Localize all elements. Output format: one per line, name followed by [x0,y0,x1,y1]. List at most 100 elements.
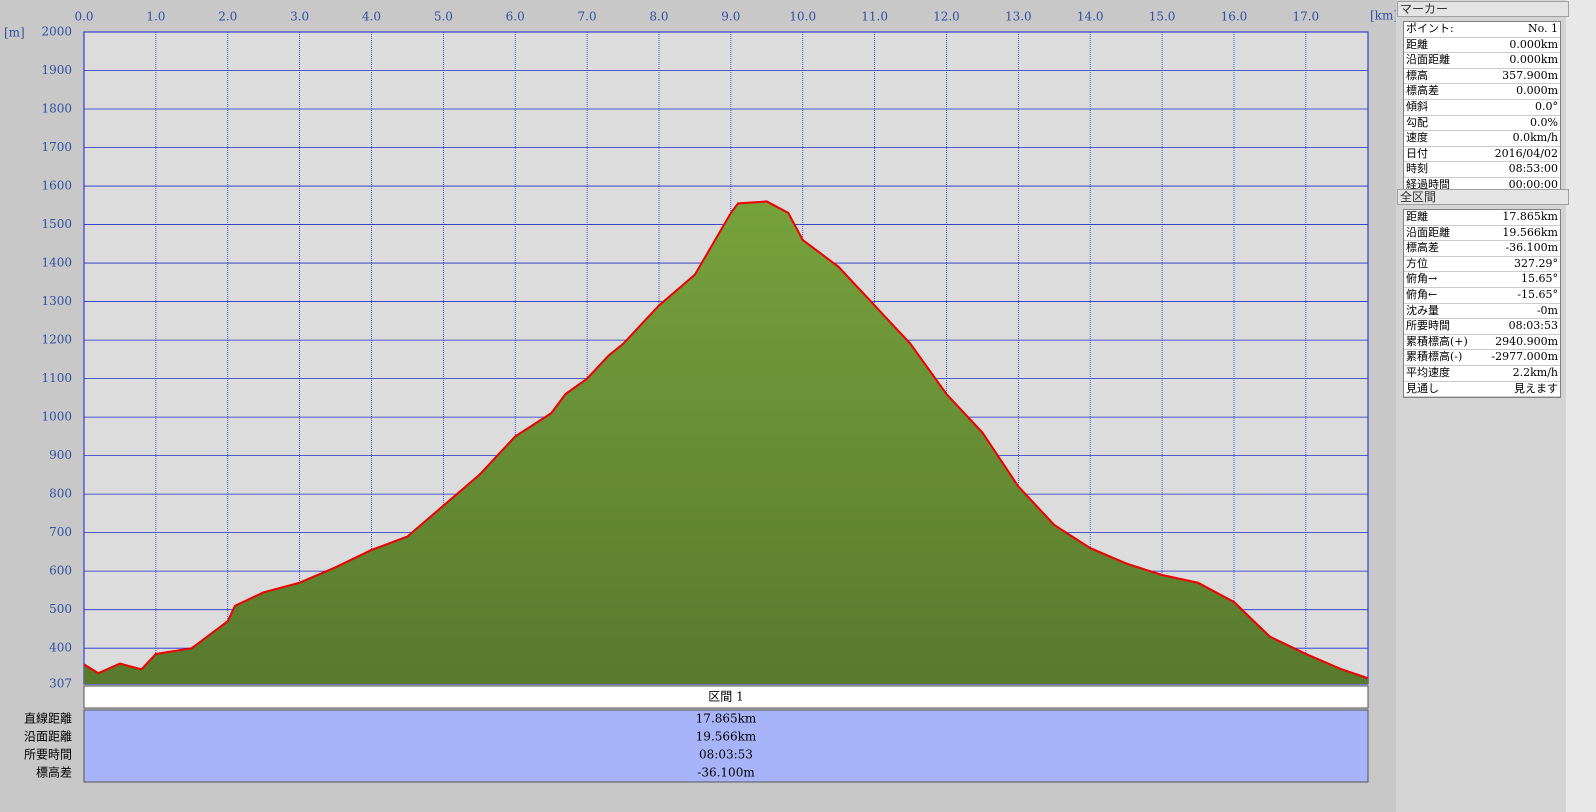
x-tick-label: 12.0 [933,10,960,24]
row-label: 距離 [1406,210,1428,223]
row-label: 沈み量 [1406,303,1439,317]
row-label: 標高差 [1406,241,1439,255]
panel-row: 俯角← -15.65° [1404,288,1560,304]
x-tick-label: 14.0 [1077,10,1104,24]
row-label: 累積標高(+) [1406,334,1468,348]
panel-row: 俯角→ 15.65° [1404,272,1560,288]
row-label: 方位 [1406,256,1428,270]
panel-row: 距離 0.000km [1404,38,1560,54]
row-value: -15.65° [1517,287,1558,301]
row-value: 00:00:00 [1508,177,1558,191]
y-tick-label: 500 [49,602,72,616]
row-label: 日付 [1406,146,1428,160]
row-label: 所要時間 [1406,319,1450,333]
panel-row: 標高差 0.000m [1404,84,1560,100]
row-value: -0m [1536,303,1558,317]
row-value: -36.100m [1505,241,1558,255]
panel-row: 距離 17.865km [1404,210,1560,226]
x-tick-label: 4.0 [362,10,381,24]
marker-table: ポイント: No. 1 距離 0.000km 沿面距離 0.000km 標高 357.900m… [1403,21,1561,195]
panel-row: 傾斜 0.0° [1404,100,1560,116]
panel-row: 標高 357.900m [1404,69,1560,85]
y-tick-label: 1900 [41,63,72,77]
panel-row: 沿面距離 0.000km [1404,53,1560,69]
total-title: 全区間 [1397,189,1569,205]
y-tick-label: 1600 [41,179,72,193]
section-row-value: 08:03:53 [699,748,753,762]
y-tick-label: 1700 [41,140,72,154]
row-label: 距離 [1406,37,1428,51]
row-label: 標高 [1406,68,1428,82]
y-tick-label: 900 [49,448,72,462]
x-tick-label: 3.0 [290,10,309,24]
row-value: 17.865km [1502,210,1558,223]
row-value: 0.0km/h [1512,131,1558,145]
section-row-label: 沿面距離 [24,730,72,744]
section-body-box [83,709,1369,783]
panel-row: 見通し 見えます [1404,382,1560,398]
panel-row: 沿面距離 19.566km [1404,226,1560,242]
y-tick-label: 800 [49,487,72,501]
panel-row: 累積標高(-) -2977.000m [1404,350,1560,366]
y-tick-label: 1300 [41,294,72,308]
row-label: 俯角→ [1406,272,1438,286]
total-table: 距離 17.865km 沿面距離 19.566km 標高差 -36.100m 方位 327.2… [1403,209,1561,399]
y-tick-label: 1400 [41,256,72,270]
row-value: 0.000km [1509,53,1558,67]
row-label: ポイント: [1406,22,1454,35]
y-tick-label: 2000 [41,25,72,39]
row-label: 平均速度 [1406,365,1450,379]
y-tick-label: 700 [49,525,72,539]
row-value: 見えます [1514,381,1558,395]
row-label: 俯角← [1406,287,1438,301]
row-label: 沿面距離 [1406,53,1450,67]
section-row-label: 標高差 [36,765,72,780]
row-label: 累積標高(-) [1406,350,1463,364]
section-row-value: -36.100m [697,766,755,780]
x-tick-label: 2.0 [218,10,237,24]
row-value: 15.65° [1521,272,1558,286]
x-tick-label: 8.0 [649,10,668,24]
panel-row: ポイント: No. 1 [1404,22,1560,38]
chart: [m] [km] 307 400 500 600 700 800 900 1000 1100 12… [4,9,1396,783]
row-value: 0.0% [1530,115,1558,129]
side-strip [1566,0,1596,812]
y-tick-label: 400 [49,641,72,655]
section-header-box [83,685,1369,709]
elevation-line [83,200,1369,680]
y-axis-label: [m] [4,26,25,40]
area-shade [84,201,1368,684]
row-label: 沿面距離 [1406,225,1450,239]
panel-row: 沈み量 -0m [1404,304,1560,320]
row-value: 2.2km/h [1512,365,1558,379]
x-tick-label: 1.0 [146,10,165,24]
x-tick-label: 7.0 [578,10,597,24]
y-tick-label: 1100 [41,371,72,385]
x-tick-label: 9.0 [721,10,740,24]
x-tick-label: 16.0 [1221,10,1248,24]
row-value: 357.900m [1502,68,1558,82]
x-tick-label: 0.0 [74,10,93,24]
x-tick-label: 15.0 [1149,10,1176,24]
row-label: 標高差 [1406,84,1439,98]
row-value: 2940.900m [1495,334,1558,348]
panel-row: 日付 2016/04/02 [1404,147,1560,163]
row-value: 2016/04/02 [1494,146,1558,160]
y-tick-label: 600 [49,564,72,578]
x-tick-label: 6.0 [506,10,525,24]
x-axis-label: [km] [1370,9,1396,23]
row-value: 08:53:00 [1508,162,1558,176]
row-label: 経過時間 [1406,177,1450,191]
row-value: 0.0° [1535,99,1558,113]
section-row-label: 直線距離 [24,711,72,726]
row-label: 時刻 [1406,162,1428,176]
row-value: 0.000m [1516,84,1558,98]
y-tick-label: 1200 [41,333,72,347]
section-row-label: 所要時間 [24,748,72,762]
row-label: 勾配 [1406,115,1428,129]
panel-row: 所要時間 08:03:53 [1404,319,1560,335]
section-row-value: 19.566km [696,730,757,744]
panel-row: 勾配 0.0% [1404,116,1560,132]
y-tick-label: 307 [49,677,72,691]
